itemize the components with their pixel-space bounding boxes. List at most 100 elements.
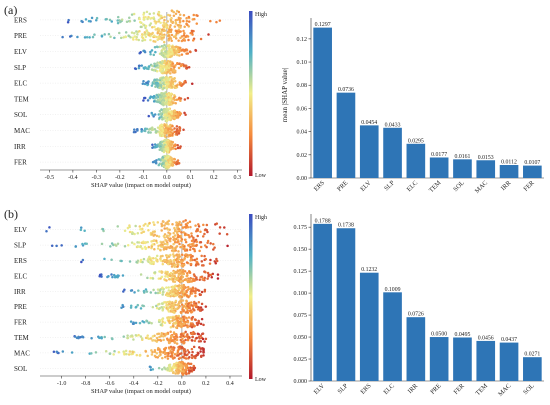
- panel-b-point: [194, 318, 197, 322]
- panel-a-point: [180, 53, 184, 56]
- panel-b-point: [172, 363, 176, 367]
- panel-b-point: [163, 348, 167, 351]
- panel-b-point: [163, 242, 166, 246]
- panel-a-point: [161, 159, 165, 162]
- panel-b-point: [172, 348, 175, 352]
- panel-a-point: [161, 134, 165, 137]
- panel-b-point: [176, 350, 180, 354]
- panel-b-feature-label-tem: TEM: [14, 334, 30, 342]
- panel-b-point: [159, 255, 163, 258]
- panel-b-point: [171, 317, 175, 320]
- panel-a-point: [141, 36, 145, 40]
- panel-a-point: [127, 34, 131, 38]
- panel-b-point: [178, 242, 181, 246]
- panel-a-swarm-fer: [151, 154, 181, 170]
- panel-a-point: [170, 162, 174, 165]
- panel-b-label: (b): [4, 207, 18, 221]
- panel-b-value-label-ers: 0.1232: [361, 267, 377, 273]
- panel-b-point: [190, 289, 193, 292]
- panel-a-point: [167, 54, 170, 57]
- panel-a-point: [178, 129, 181, 133]
- panel-b-point: [177, 227, 181, 231]
- panel-a-point: [152, 100, 156, 103]
- panel-b-point: [178, 268, 182, 272]
- panel-b-y-tick-label: 0.025: [294, 357, 308, 363]
- panel-b-point: [170, 262, 173, 266]
- panel-b-point: [125, 352, 128, 356]
- panel-b-value-label-irr: 0.0726: [408, 312, 424, 318]
- panel-b-point: [153, 271, 157, 274]
- panel-a-point: [143, 129, 147, 133]
- panel-b-point: [184, 357, 188, 360]
- panel-a-point: [176, 128, 179, 132]
- panel-a-beeswarm: ERS PRE ELV SLP ELC TEM SOL MAC IRR FER -0.5 -0.4 -0…: [14, 9, 242, 189]
- panel-b-point: [183, 247, 186, 250]
- panel-b-point: [186, 320, 189, 324]
- panel-a-point: [147, 131, 150, 134]
- panel-b-y-tick-label: 0.175: [294, 225, 308, 231]
- panel-b-point: [145, 319, 148, 322]
- panel-b-point: [151, 335, 155, 338]
- panel-b-point: [199, 245, 203, 249]
- panel-a-point: [173, 51, 177, 54]
- panel-b-point: [203, 254, 206, 258]
- panel-a-point: [177, 132, 181, 135]
- panel-a-point: [136, 127, 139, 131]
- panel-b-point: [191, 255, 194, 258]
- panel-b-point: [169, 330, 172, 333]
- panel-b-point: [177, 250, 180, 253]
- panel-a-point: [190, 82, 194, 85]
- panel-a-point: [175, 125, 179, 128]
- panel-a-point: [182, 128, 185, 132]
- panel-a-point: [144, 66, 147, 69]
- colorbar-high-label: High: [255, 12, 267, 18]
- panel-b-point: [116, 242, 120, 246]
- panel-b-point: [176, 225, 179, 229]
- panel-b-point: [153, 348, 157, 352]
- panel-a-point: [141, 82, 145, 86]
- panel-b-point: [190, 232, 193, 235]
- panel-a-swarm-tem: [142, 91, 190, 107]
- panel-a-point: [168, 25, 172, 29]
- panel-b-point: [161, 290, 165, 294]
- panel-b-point: [169, 271, 173, 275]
- panel-a-point: [175, 132, 178, 135]
- panel-b-point: [174, 249, 178, 252]
- panel-b-point: [162, 305, 166, 309]
- panel-b-point: [160, 275, 164, 279]
- panel-b-point: [225, 233, 229, 236]
- panel-b-point: [171, 223, 174, 226]
- panel-b-point: [187, 302, 190, 305]
- panel-b-swarm-elv: [45, 219, 229, 241]
- panel-b-point: [183, 270, 187, 273]
- panel-a-point: [158, 45, 161, 49]
- panel-a-point: [138, 17, 141, 21]
- panel-a-point: [149, 52, 152, 56]
- panel-b-point: [115, 275, 118, 279]
- panel-b-point: [171, 319, 174, 322]
- panel-a-point: [167, 95, 170, 99]
- panel-a-point: [148, 24, 152, 27]
- panel-b-point: [146, 240, 149, 244]
- panel-a-point: [160, 53, 164, 57]
- panel-b-feature-label-mac: MAC: [14, 349, 30, 357]
- panel-b-point: [186, 255, 189, 259]
- panel-a-category-label-elc: ELC: [406, 179, 420, 193]
- panel-b-point: [158, 291, 162, 294]
- panel-a-point: [143, 31, 147, 34]
- panel-b-point: [150, 240, 153, 243]
- panel-b-point: [171, 371, 175, 375]
- panel-a-point: [171, 147, 175, 150]
- panel-b-point: [195, 244, 198, 247]
- panel-a-point: [164, 66, 168, 69]
- panel-a-swarm-irr: [151, 138, 182, 154]
- panel-a-value-label-irr: 0.0112: [501, 160, 517, 166]
- panel-b-point: [180, 340, 183, 344]
- panel-b-point: [163, 301, 167, 304]
- panel-a-point: [161, 45, 164, 48]
- panel-b-point: [192, 289, 195, 293]
- panel-b-point: [144, 247, 147, 251]
- panel-b-point: [161, 262, 165, 266]
- panel-b-point: [180, 262, 184, 265]
- panel-b-point: [163, 224, 166, 227]
